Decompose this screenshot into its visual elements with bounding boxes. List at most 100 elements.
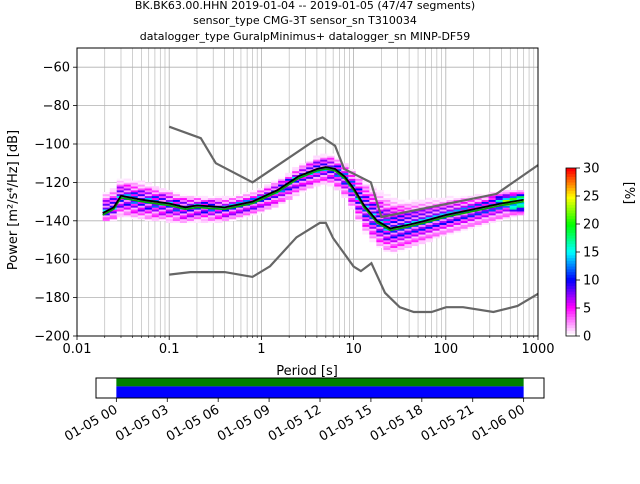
histogram-cell <box>327 170 335 174</box>
histogram-cell <box>474 218 483 222</box>
histogram-cell <box>306 176 314 179</box>
histogram-cell <box>362 218 370 222</box>
histogram-cell <box>355 205 363 208</box>
histogram-cell <box>411 201 419 204</box>
histogram-cell <box>446 230 454 233</box>
histogram-cell <box>404 236 412 239</box>
histogram-cell <box>193 218 202 222</box>
histogram-cell <box>355 184 363 187</box>
histogram-cell <box>158 215 167 218</box>
colorbar-segment <box>566 249 576 253</box>
histogram-cell <box>299 182 307 185</box>
histogram-cell <box>390 211 398 214</box>
histogram-cell <box>439 232 447 235</box>
colorbar-segment <box>566 190 576 194</box>
histogram-cell <box>341 184 349 187</box>
x-tick-label: 10 <box>345 342 362 357</box>
histogram-cell <box>179 218 188 222</box>
colorbar-tick-label: 0 <box>583 330 591 345</box>
histogram-cell <box>446 211 454 214</box>
histogram-cell <box>362 226 370 229</box>
histogram-cell <box>207 199 216 202</box>
histogram-cell <box>341 170 349 174</box>
histogram-cell <box>355 186 363 189</box>
histogram-cell <box>221 211 230 214</box>
histogram-cell <box>474 220 483 224</box>
histogram-cell <box>502 207 511 210</box>
histogram-cell <box>137 192 146 195</box>
histogram-cell <box>481 218 490 222</box>
histogram-cell <box>257 193 265 197</box>
histogram-cell <box>432 199 440 202</box>
histogram-cell <box>376 197 384 200</box>
histogram-cell <box>271 203 279 206</box>
histogram-cell <box>130 192 139 195</box>
histogram-cell <box>453 209 461 212</box>
histogram-cell <box>278 201 286 204</box>
histogram-cell <box>243 195 251 199</box>
histogram-cell <box>411 236 419 239</box>
histogram-cell <box>355 192 363 195</box>
histogram-cell <box>278 182 286 185</box>
histogram-cell <box>404 209 412 212</box>
histogram-cell <box>214 201 223 204</box>
histogram-cell <box>264 199 272 202</box>
histogram-cell <box>460 203 468 206</box>
histogram-cell <box>102 192 111 195</box>
histogram-cell <box>243 205 251 208</box>
histogram-cell <box>285 176 293 179</box>
histogram-cell <box>467 199 475 202</box>
y-tick-label: −180 <box>34 291 70 306</box>
histogram-cell <box>516 211 525 214</box>
histogram-cell <box>109 188 118 191</box>
histogram-cell <box>116 203 125 206</box>
histogram-cell <box>151 218 160 222</box>
histogram-cell <box>116 178 125 181</box>
histogram-cell <box>467 222 475 225</box>
histogram-cell <box>292 192 300 195</box>
histogram-cell <box>383 247 391 250</box>
histogram-cell <box>495 197 504 200</box>
histogram-cell <box>355 193 363 197</box>
histogram-cell <box>271 201 279 204</box>
histogram-cell <box>158 218 167 222</box>
histogram-cell <box>418 234 426 237</box>
histogram-cell <box>439 197 447 200</box>
histogram-cell <box>362 180 370 183</box>
histogram-cell <box>151 215 160 218</box>
histogram-cell <box>383 218 391 222</box>
timeline-tick-label: 01-05 12 <box>266 402 324 444</box>
histogram-cell <box>320 153 328 156</box>
x-tick-label: 100 <box>433 342 458 357</box>
histogram-cell <box>186 218 195 222</box>
histogram-cell <box>397 245 405 248</box>
y-tick-label: −100 <box>34 138 70 153</box>
histogram-cell <box>432 203 440 206</box>
histogram-cell <box>474 193 483 197</box>
histogram-cell <box>271 186 279 189</box>
histogram-cell <box>425 228 433 231</box>
histogram-cell <box>446 226 454 229</box>
histogram-cell <box>390 234 398 237</box>
histogram-cell <box>376 232 384 235</box>
histogram-cell <box>151 190 160 193</box>
histogram-cell <box>348 193 356 197</box>
histogram-cell <box>341 186 349 189</box>
histogram-cell <box>165 192 174 195</box>
histogram-cell <box>292 174 300 177</box>
histogram-cell <box>425 236 433 239</box>
histogram-cell <box>278 193 286 197</box>
histogram-cell <box>200 201 209 204</box>
histogram-cell <box>130 213 139 216</box>
histogram-cell <box>144 184 153 187</box>
histogram-cell <box>383 222 391 225</box>
histogram-cell <box>193 213 202 216</box>
histogram-cell <box>369 197 377 200</box>
histogram-cell <box>383 195 391 199</box>
histogram-cell <box>137 180 146 183</box>
histogram-cell <box>411 220 419 224</box>
histogram-cell <box>130 195 139 199</box>
histogram-cell <box>221 199 230 202</box>
histogram-cell <box>116 188 125 191</box>
histogram-cell <box>137 195 146 199</box>
